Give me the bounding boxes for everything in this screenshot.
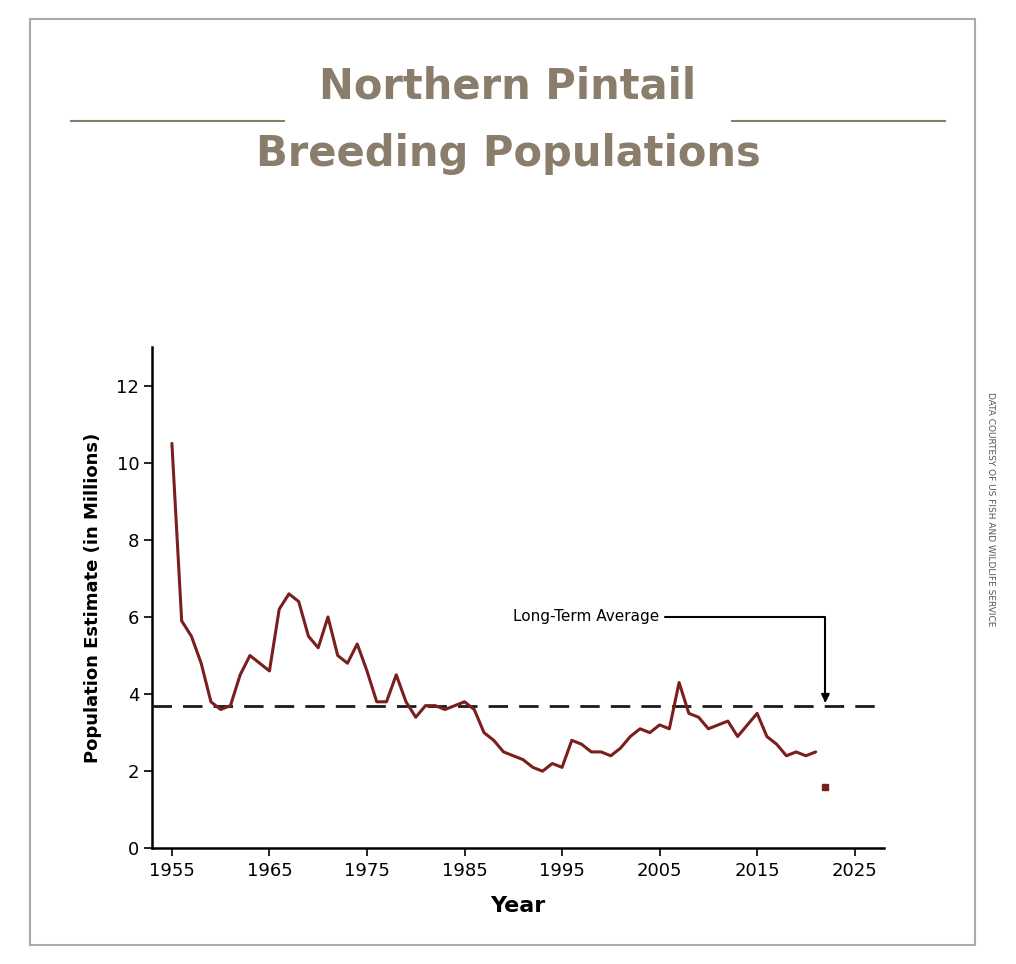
Text: Breeding Populations: Breeding Populations: [256, 133, 760, 175]
X-axis label: Year: Year: [491, 897, 546, 916]
Text: DATA COURTESY OF US FISH AND WILDLIFE SERVICE: DATA COURTESY OF US FISH AND WILDLIFE SE…: [987, 392, 995, 627]
Y-axis label: Population Estimate (in Millions): Population Estimate (in Millions): [84, 433, 103, 763]
Text: Long-Term Average: Long-Term Average: [513, 609, 829, 701]
Text: Northern Pintail: Northern Pintail: [319, 66, 697, 108]
